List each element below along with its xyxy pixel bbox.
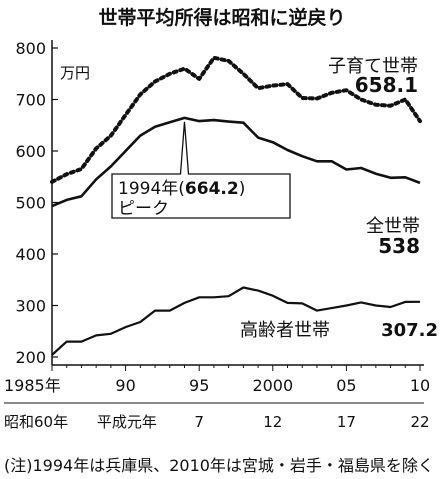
series-line-1 xyxy=(51,116,421,208)
x-tick-label: 2000 xyxy=(252,376,293,395)
chart-note: (注)1994年は兵庫県、2010年は宮城・岩手・福島県を除く xyxy=(4,456,434,475)
x-era-label: 平成元年 xyxy=(97,413,157,431)
y-tick-label: 500 xyxy=(15,194,46,213)
annotation-line2: ピーク xyxy=(118,199,169,219)
series-name-0: 子育て世帯 xyxy=(328,56,418,77)
y-tick-label: 600 xyxy=(15,142,46,161)
series-value-0: 658.1 xyxy=(355,73,418,97)
x-era-label: 7 xyxy=(194,413,204,431)
series-value-1: 538 xyxy=(378,234,420,258)
series-line-0 xyxy=(50,55,422,184)
x-era-label: 22 xyxy=(410,413,429,431)
series-name-2: 高齢者世帯 xyxy=(240,320,330,341)
x-era-label: 昭和60年 xyxy=(4,413,68,431)
x-tick-label: 95 xyxy=(189,376,209,395)
y-tick-label: 800 xyxy=(15,39,46,58)
annotation-line1: 1994年(664.2) xyxy=(118,179,245,199)
series-name-1: 全世帯 xyxy=(366,216,420,237)
y-unit-label: 万円 xyxy=(60,64,90,82)
x-tick-label: 1985年 xyxy=(4,376,61,395)
y-tick-label: 300 xyxy=(15,297,46,316)
series-value-2: 307.2 xyxy=(381,320,438,341)
x-tick-label: 05 xyxy=(336,376,356,395)
series-line-2 xyxy=(51,286,421,356)
x-tick-label: 10 xyxy=(410,376,430,395)
x-era-label: 12 xyxy=(263,413,282,431)
annotation-box xyxy=(111,121,291,219)
y-tick-label: 700 xyxy=(15,91,46,110)
chart-title: 世帯平均所得は昭和に逆戻り xyxy=(98,6,345,29)
x-tick-label: 90 xyxy=(115,376,135,395)
y-tick-label: 400 xyxy=(15,245,46,264)
x-era-label: 17 xyxy=(337,413,356,431)
y-tick-label: 200 xyxy=(15,348,46,367)
